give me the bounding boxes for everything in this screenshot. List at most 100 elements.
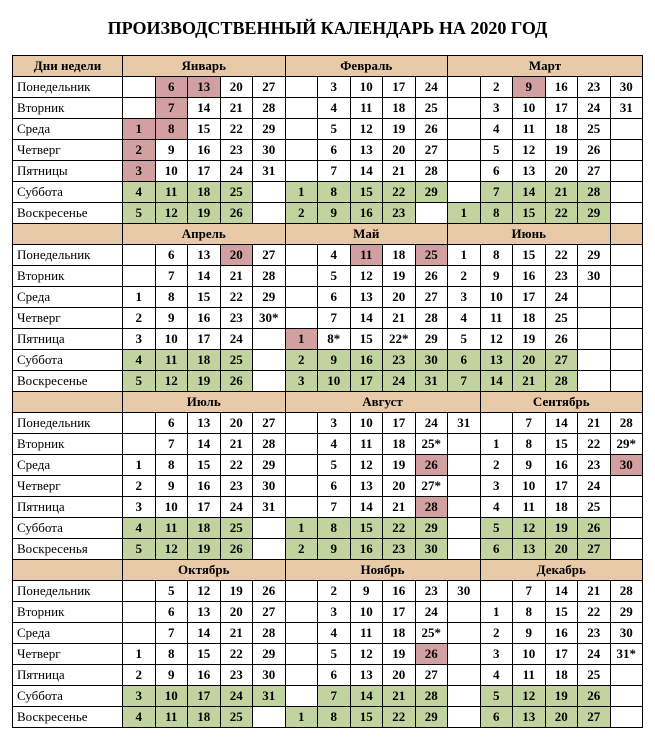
calendar-cell: 20 (383, 140, 416, 161)
calendar-cell (448, 434, 481, 455)
calendar-cell: 22 (383, 518, 416, 539)
calendar-cell (610, 203, 643, 224)
calendar-cell: 28 (253, 434, 286, 455)
calendar-cell: 28 (415, 161, 448, 182)
calendar-cell: 17 (350, 371, 383, 392)
calendar-cell: 30 (253, 140, 286, 161)
calendar-cell: 7 (155, 623, 188, 644)
calendar-cell: 1 (480, 602, 513, 623)
calendar-cell: 25 (578, 665, 611, 686)
calendar-cell: 9 (318, 203, 351, 224)
calendar-cell: 23 (415, 581, 448, 602)
calendar-cell: 28 (415, 497, 448, 518)
calendar-cell: 16 (350, 539, 383, 560)
calendar-cell (285, 98, 318, 119)
calendar-cell (123, 266, 156, 287)
calendar-cell: 25 (415, 245, 448, 266)
calendar-cell: 28 (545, 371, 578, 392)
calendar-cell: 31* (610, 644, 643, 665)
calendar-cell: 29 (415, 182, 448, 203)
calendar-cell: 3 (480, 644, 513, 665)
calendar-cell (578, 350, 611, 371)
calendar-cell: 29 (415, 707, 448, 728)
calendar-cell: 10 (155, 497, 188, 518)
month-header: Октябрь (123, 560, 286, 581)
calendar-cell: 8 (480, 203, 513, 224)
calendar-cell: 28 (253, 98, 286, 119)
calendar-cell: 23 (383, 350, 416, 371)
calendar-cell (285, 140, 318, 161)
calendar-cell: 10 (513, 644, 546, 665)
calendar-cell: 20 (545, 707, 578, 728)
calendar-cell: 11 (155, 707, 188, 728)
calendar-cell: 17 (383, 413, 416, 434)
calendar-cell (448, 98, 481, 119)
calendar-cell: 20 (220, 245, 253, 266)
calendar-cell (123, 77, 156, 98)
calendar-cell: 3 (448, 287, 481, 308)
calendar-cell: 27 (578, 539, 611, 560)
calendar-cell: 7 (318, 497, 351, 518)
calendar-cell (123, 623, 156, 644)
calendar-cell: 1 (448, 203, 481, 224)
calendar-cell: 9 (155, 476, 188, 497)
calendar-cell: 3 (480, 98, 513, 119)
calendar-cell: 11 (350, 98, 383, 119)
calendar-cell: 26 (578, 518, 611, 539)
calendar-cell: 5 (318, 455, 351, 476)
calendar-cell (610, 476, 643, 497)
calendar-cell: 15 (513, 245, 546, 266)
calendar-cell: 14 (350, 686, 383, 707)
calendar-cell: 14 (188, 266, 221, 287)
calendar-cell: 12 (480, 329, 513, 350)
calendar-cell: 23 (578, 623, 611, 644)
calendar-cell: 1 (285, 707, 318, 728)
calendar-cell (285, 644, 318, 665)
calendar-cell: 6 (480, 707, 513, 728)
calendar-cell: 14 (350, 308, 383, 329)
weekday-label: Воскресенье (13, 707, 123, 728)
calendar-cell: 8 (155, 287, 188, 308)
calendar-cell: 19 (383, 644, 416, 665)
calendar-cell: 6 (318, 665, 351, 686)
calendar-cell: 19 (383, 266, 416, 287)
calendar-cell (285, 476, 318, 497)
calendar-cell (123, 245, 156, 266)
calendar-cell: 11 (155, 182, 188, 203)
weekday-label: Пятницы (13, 161, 123, 182)
calendar-cell: 8 (318, 707, 351, 728)
calendar-cell (448, 707, 481, 728)
calendar-cell: 21 (383, 497, 416, 518)
calendar-cell: 18 (383, 623, 416, 644)
month-header: Февраль (285, 56, 448, 77)
calendar-cell: 19 (188, 203, 221, 224)
calendar-cell: 4 (123, 707, 156, 728)
calendar-cell: 2 (285, 350, 318, 371)
calendar-cell: 28 (578, 182, 611, 203)
calendar-cell: 17 (545, 98, 578, 119)
calendar-cell: 4 (123, 518, 156, 539)
calendar-cell: 26 (220, 539, 253, 560)
calendar-cell: 14 (350, 497, 383, 518)
calendar-cell: 4 (480, 497, 513, 518)
calendar-cell: 10 (350, 602, 383, 623)
calendar-cell (448, 140, 481, 161)
calendar-cell: 18 (188, 350, 221, 371)
calendar-cell: 12 (513, 518, 546, 539)
calendar-cell: 12 (350, 455, 383, 476)
calendar-cell: 19 (513, 329, 546, 350)
calendar-cell: 26 (578, 686, 611, 707)
calendar-cell: 22 (578, 602, 611, 623)
calendar-cell: 2 (285, 539, 318, 560)
calendar-cell (448, 182, 481, 203)
calendar-cell: 14 (480, 371, 513, 392)
calendar-cell (285, 602, 318, 623)
calendar-cell: 19 (383, 119, 416, 140)
calendar-cell: 24 (220, 686, 253, 707)
calendar-cell: 8 (155, 119, 188, 140)
calendar-cell (448, 119, 481, 140)
calendar-cell: 21 (220, 266, 253, 287)
calendar-cell: 8 (318, 518, 351, 539)
calendar-cell: 17 (383, 602, 416, 623)
calendar-cell: 19 (220, 581, 253, 602)
